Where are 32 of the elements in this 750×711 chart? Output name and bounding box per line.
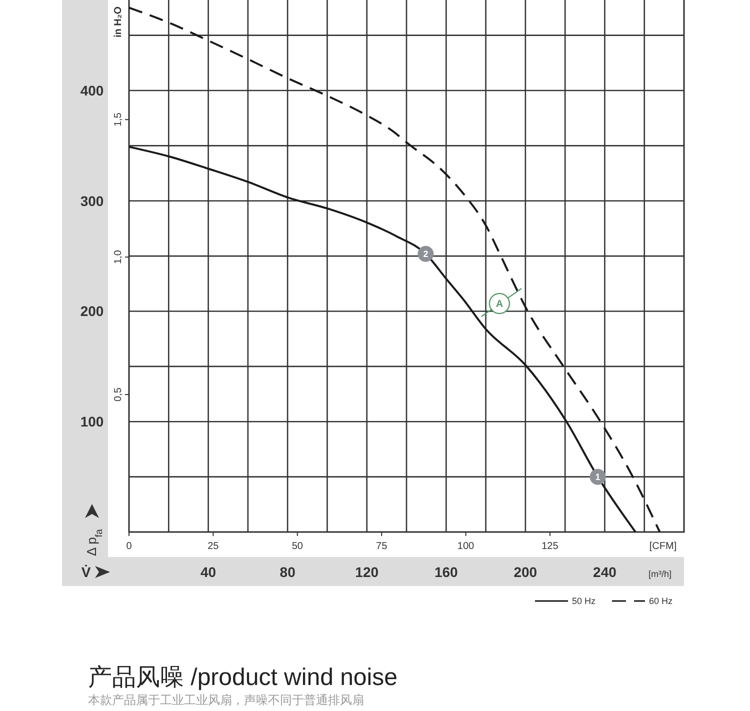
- y-tick-label: 200: [80, 303, 104, 320]
- x-tick-label: 75: [376, 541, 388, 552]
- x-tick-label: 100: [457, 541, 475, 552]
- legend-label: 60 Hz: [649, 596, 674, 606]
- y2-tick-label: 1,5: [113, 112, 124, 127]
- y2-tick-label: 0,5: [113, 387, 124, 402]
- x2-tick-label: 160: [434, 564, 458, 580]
- y-tick-label: 400: [80, 82, 104, 98]
- line-series: [128, 146, 637, 533]
- x2-axis-title: [m³/h]: [648, 569, 672, 579]
- x-tick-label: 25: [208, 541, 220, 552]
- x-tick-label: 50: [292, 541, 304, 552]
- text: V̇: [81, 564, 92, 580]
- text: 产品风噪 /product wind noise: [88, 664, 398, 691]
- y-tick-label: 300: [80, 192, 104, 209]
- x2-tick-label: 40: [200, 564, 216, 580]
- text: 本款产品属于工业工业风扇，声噪不同于普通排风扇: [88, 693, 364, 707]
- y2-axis-title: in H₂O: [113, 6, 124, 38]
- x2-tick-label: 200: [514, 564, 538, 580]
- x-tick-label: 0: [126, 541, 132, 552]
- y-tick-label: 100: [80, 414, 104, 430]
- annotation: 2: [423, 249, 428, 260]
- line-series: [128, 6, 661, 533]
- x2-tick-label: 240: [593, 564, 617, 580]
- x-axis-title: [CFM]: [649, 541, 677, 552]
- annotation: 1: [595, 472, 600, 482]
- x2-tick-label: 80: [280, 564, 296, 580]
- x-tick-label: 125: [542, 541, 559, 552]
- y2-tick-label: 1,0: [113, 250, 124, 264]
- legend-label: 50 Hz: [572, 596, 596, 606]
- annotation: A: [496, 299, 504, 310]
- x2-tick-label: 120: [355, 564, 379, 580]
